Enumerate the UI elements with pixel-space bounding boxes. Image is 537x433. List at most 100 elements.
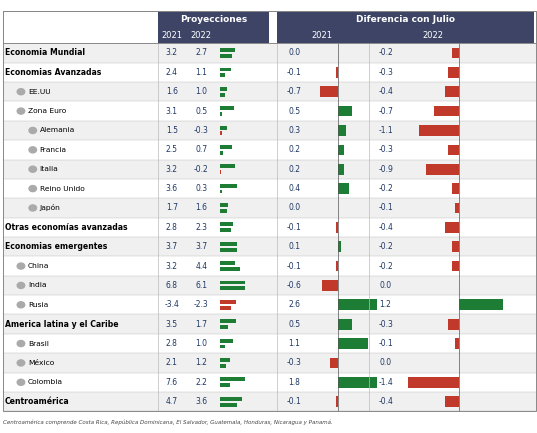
FancyBboxPatch shape [220,345,224,349]
FancyBboxPatch shape [459,300,503,310]
Text: 1.6: 1.6 [195,204,207,213]
Text: 1.7: 1.7 [195,320,207,329]
Text: 2.5: 2.5 [166,145,178,154]
FancyBboxPatch shape [3,392,536,411]
FancyBboxPatch shape [338,338,368,349]
FancyBboxPatch shape [419,125,459,136]
FancyBboxPatch shape [220,145,231,149]
Text: -0.7: -0.7 [287,87,302,96]
Text: 0.7: 0.7 [195,145,207,154]
FancyBboxPatch shape [3,82,536,101]
FancyBboxPatch shape [220,364,226,368]
FancyBboxPatch shape [445,87,459,97]
FancyBboxPatch shape [3,276,536,295]
Text: 2.3: 2.3 [195,223,207,232]
Text: -1.1: -1.1 [378,126,393,135]
FancyBboxPatch shape [338,377,376,388]
Text: 4.7: 4.7 [166,397,178,406]
FancyBboxPatch shape [220,112,222,116]
Circle shape [17,302,25,308]
Text: 0.0: 0.0 [380,281,391,290]
FancyBboxPatch shape [220,87,228,91]
Text: 3.6: 3.6 [195,397,207,406]
Text: 2021: 2021 [161,31,183,40]
FancyBboxPatch shape [220,300,236,304]
Text: India: India [28,282,46,288]
Text: 2.8: 2.8 [166,339,178,348]
FancyBboxPatch shape [338,106,352,116]
FancyBboxPatch shape [220,286,245,290]
Text: 1.1: 1.1 [288,339,300,348]
FancyBboxPatch shape [3,159,536,179]
Text: Centroamérica comprende Costa Rica, República Dominicana, El Salvador, Guatemala: Centroamérica comprende Costa Rica, Repú… [3,420,332,425]
FancyBboxPatch shape [220,228,231,232]
FancyBboxPatch shape [336,261,338,271]
Circle shape [17,89,25,95]
FancyBboxPatch shape [445,222,459,233]
Text: -0.2: -0.2 [378,262,393,271]
Text: -0.1: -0.1 [378,339,393,348]
Text: 0.3: 0.3 [195,184,207,193]
Text: Japón: Japón [40,204,61,211]
FancyBboxPatch shape [452,183,459,194]
Text: Zona Euro: Zona Euro [28,108,66,114]
Text: Francia: Francia [40,147,67,153]
Text: 1.6: 1.6 [166,87,178,96]
Text: Alemania: Alemania [40,127,75,133]
Text: -0.1: -0.1 [287,397,302,406]
FancyBboxPatch shape [220,165,235,168]
Circle shape [17,282,25,288]
FancyBboxPatch shape [338,183,349,194]
Circle shape [17,263,25,269]
Circle shape [29,147,37,153]
FancyBboxPatch shape [3,373,536,392]
FancyBboxPatch shape [220,151,223,155]
Text: -0.1: -0.1 [287,223,302,232]
FancyBboxPatch shape [448,67,459,78]
Text: 7.6: 7.6 [166,378,178,387]
Text: 0.2: 0.2 [288,165,300,174]
Text: Italia: Italia [40,166,59,172]
Text: China: China [28,263,49,269]
Text: Rusia: Rusia [28,302,48,308]
FancyBboxPatch shape [338,300,376,310]
FancyBboxPatch shape [220,306,231,310]
FancyBboxPatch shape [336,396,338,407]
Text: -0.4: -0.4 [378,397,393,406]
FancyBboxPatch shape [220,93,224,97]
Text: 2.6: 2.6 [288,301,300,309]
Text: -0.6: -0.6 [287,281,302,290]
Text: 0.1: 0.1 [288,242,300,251]
Text: 1.8: 1.8 [288,378,300,387]
FancyBboxPatch shape [220,281,245,284]
Text: 1.0: 1.0 [195,87,207,96]
Text: Economia Mundial: Economia Mundial [5,48,85,58]
Text: Colombia: Colombia [28,379,63,385]
FancyBboxPatch shape [3,121,536,140]
FancyBboxPatch shape [220,170,221,174]
FancyBboxPatch shape [220,397,242,401]
Circle shape [17,340,25,346]
Text: Economias Avanzadas: Economias Avanzadas [5,68,101,77]
Text: -0.3: -0.3 [287,359,302,368]
FancyBboxPatch shape [3,334,536,353]
FancyBboxPatch shape [3,295,536,314]
FancyBboxPatch shape [433,106,459,116]
Text: -0.1: -0.1 [378,204,393,213]
FancyBboxPatch shape [408,377,459,388]
FancyBboxPatch shape [220,319,236,323]
Text: 3.7: 3.7 [166,242,178,251]
Text: 2.7: 2.7 [195,48,207,58]
FancyBboxPatch shape [158,11,268,43]
FancyBboxPatch shape [330,358,338,368]
Text: 1.2: 1.2 [380,301,391,309]
FancyBboxPatch shape [448,145,459,155]
Text: 0.3: 0.3 [288,126,300,135]
Text: Otras economías avanzadas: Otras economías avanzadas [5,223,127,232]
Text: 3.6: 3.6 [166,184,178,193]
FancyBboxPatch shape [220,325,228,329]
Text: 2022: 2022 [423,31,444,40]
Text: 0.2: 0.2 [288,145,300,154]
FancyBboxPatch shape [220,126,227,129]
FancyBboxPatch shape [220,106,234,110]
